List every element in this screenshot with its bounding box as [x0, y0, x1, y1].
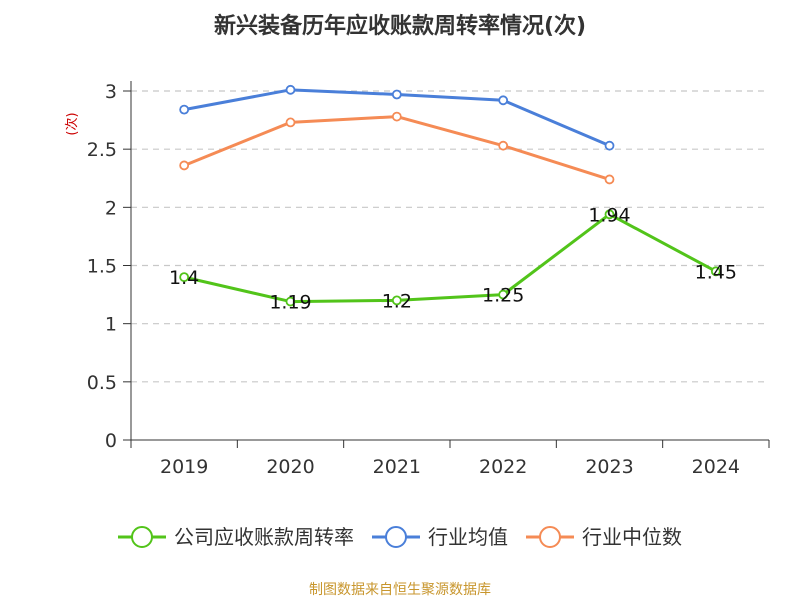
x-tick-label: 2019: [160, 456, 208, 478]
data-point: [285, 296, 296, 307]
legend-label: 行业均值: [428, 525, 508, 549]
x-tick-label: 2024: [692, 456, 740, 478]
legend-marker: [131, 526, 153, 548]
data-point: [179, 272, 190, 283]
legend-item: 行业均值: [372, 525, 508, 549]
data-label: 1.94: [588, 204, 630, 226]
data-label: 1.4: [169, 267, 199, 289]
legend-marker: [539, 526, 561, 548]
data-point: [179, 160, 190, 171]
legend-item: 行业中位数: [526, 525, 682, 549]
legend: 公司应收账款周转率 行业均值 行业中位数: [118, 525, 682, 549]
data-label: 1.25: [482, 285, 524, 307]
data-point: [604, 174, 615, 185]
data-point: [391, 295, 402, 306]
series-2: [179, 111, 615, 185]
axes: 0 0.5 1 1.5 2 2.5 3 2019 2020 2021 2022 2023 2024: [87, 81, 770, 478]
x-tick-label: 2021: [373, 456, 421, 478]
data-point: [179, 104, 190, 115]
y-tick-label: 2.5: [87, 139, 117, 161]
data-label: 1.45: [695, 261, 737, 283]
data-point: [498, 289, 509, 300]
y-tick-label: 1.5: [87, 256, 117, 278]
x-tick-label: 2022: [479, 456, 527, 478]
data-label: 1.19: [269, 292, 311, 314]
data-point: [391, 89, 402, 100]
y-tick-label: 0: [105, 430, 117, 452]
data-point: [498, 95, 509, 106]
legend-marker: [385, 526, 407, 548]
legend-label: 公司应收账款周转率: [174, 525, 354, 549]
data-labels: 1.4 1.19 1.2 1.25 1.94 1.45: [169, 204, 737, 313]
y-tick-label: 1: [105, 314, 117, 336]
chart-title: 新兴装备历年应收账款周转率情况(次): [214, 13, 586, 39]
data-point: [604, 209, 615, 220]
grid-lines: [131, 90, 769, 383]
data-point: [710, 266, 721, 277]
y-tick-label: 0.5: [87, 372, 117, 394]
data-point: [285, 117, 296, 128]
y-axis-label: (次): [64, 112, 80, 135]
source-note: 制图数据来自恒生聚源数据库: [309, 582, 491, 598]
data-point: [285, 84, 296, 95]
y-tick-label: 3: [105, 81, 117, 103]
series-line: [182, 212, 718, 304]
legend-item: 公司应收账款周转率: [118, 525, 354, 549]
y-tick-label: 2: [105, 197, 117, 219]
data-point: [604, 140, 615, 151]
series-0: [179, 209, 721, 307]
series-line: [182, 115, 611, 181]
x-tick-label: 2023: [585, 456, 633, 478]
x-tick-label: 2020: [266, 456, 314, 478]
series-lines: [179, 84, 721, 307]
data-point: [391, 111, 402, 122]
legend-label: 行业中位数: [582, 525, 682, 549]
data-point: [498, 140, 509, 151]
data-label: 1.2: [382, 290, 412, 312]
series-1: [179, 84, 615, 151]
